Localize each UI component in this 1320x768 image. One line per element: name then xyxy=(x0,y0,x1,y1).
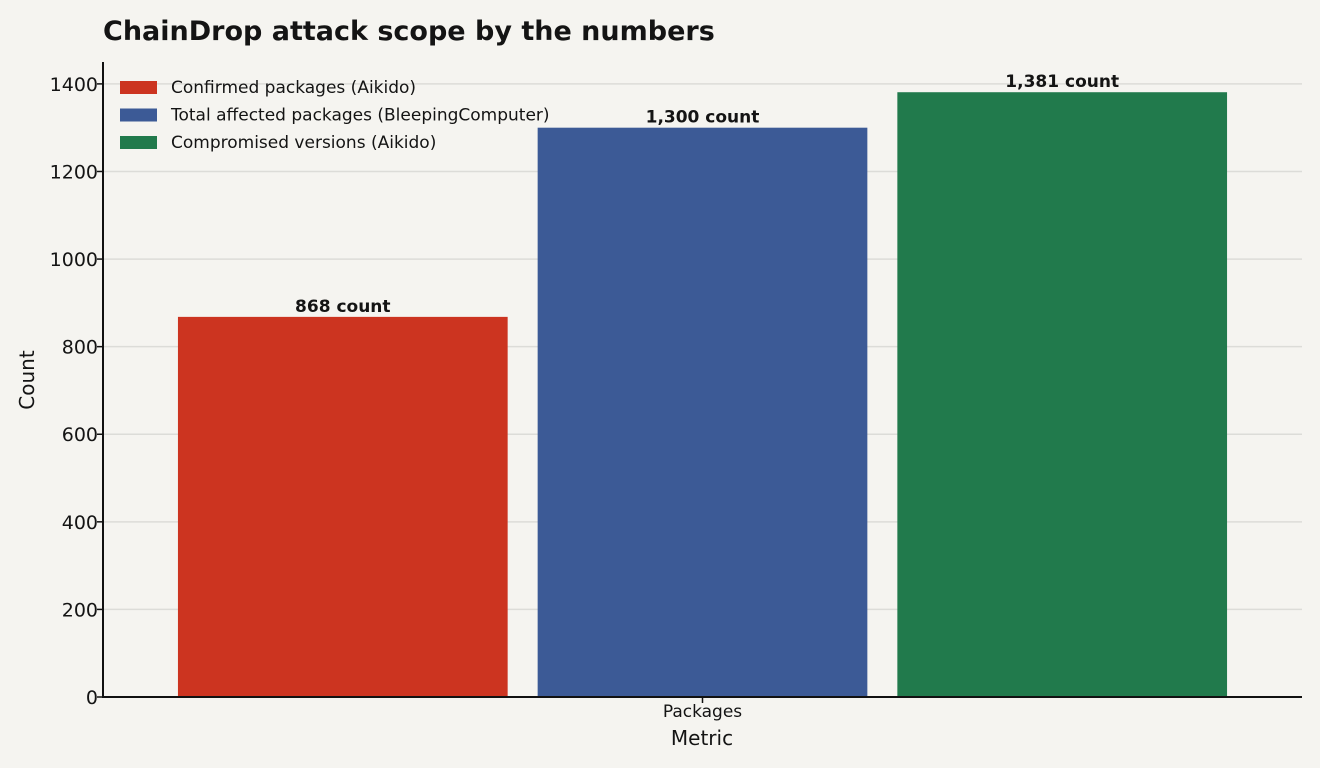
y-tick-label: 400 xyxy=(62,512,98,534)
x-axis-ticks: Packages xyxy=(663,697,742,722)
legend-label: Confirmed packages (Aikido) xyxy=(171,78,416,98)
legend: Confirmed packages (Aikido) Total affecte… xyxy=(120,78,550,153)
bar xyxy=(897,92,1228,698)
y-tick-label: 800 xyxy=(62,337,98,359)
bar-value-label: 868 count xyxy=(295,297,391,317)
bar-value-label: 1,381 count xyxy=(1005,72,1119,92)
y-tick-label: 1400 xyxy=(50,74,98,96)
legend-label: Compromised versions (Aikido) xyxy=(171,133,436,153)
legend-swatch xyxy=(120,81,157,94)
y-tick-label: 1200 xyxy=(50,161,98,183)
y-axis-label: Count xyxy=(15,350,39,410)
x-tick-label: Packages xyxy=(663,702,742,722)
y-axis-ticks: 0 200 400 600 800 1000 1200 1400 xyxy=(50,74,103,709)
bar xyxy=(537,127,868,698)
bar-value-label: 1,300 count xyxy=(646,108,760,128)
y-tick-label: 0 xyxy=(86,687,98,709)
data-labels: 868 count 1,300 count 1,381 count xyxy=(295,72,1119,317)
legend-label: Total affected packages (BleepingCompute… xyxy=(170,106,550,126)
legend-swatch xyxy=(120,108,157,122)
y-tick-label: 600 xyxy=(62,424,98,446)
y-tick-label: 1000 xyxy=(50,249,98,271)
legend-swatch xyxy=(120,136,157,149)
bar xyxy=(177,316,508,697)
chart-title: ChainDrop attack scope by the numbers xyxy=(103,16,715,47)
x-axis-label: Metric xyxy=(671,726,733,750)
y-tick-label: 200 xyxy=(62,599,98,621)
bars xyxy=(177,92,1228,698)
